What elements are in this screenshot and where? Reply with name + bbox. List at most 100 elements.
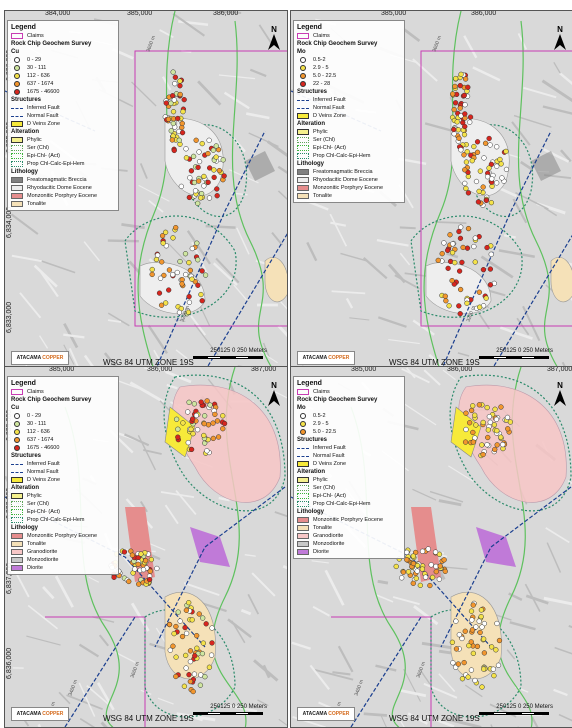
- sample-point: [437, 563, 443, 569]
- lithology-swatch: [297, 549, 309, 555]
- sample-point: [500, 441, 506, 448]
- sample-point: [199, 650, 206, 657]
- legend-label: D Veins Zone: [27, 477, 61, 483]
- class-dot: [300, 413, 306, 419]
- map-legend: Legend Claims Rock Chip Geochem Survey Mo 0.…: [293, 20, 405, 203]
- sample-point: [476, 289, 483, 295]
- legend-claims: Claims: [297, 388, 401, 396]
- sample-point: [201, 421, 207, 427]
- sample-point: [165, 116, 172, 122]
- sample-point: [405, 569, 412, 575]
- legend-survey: Rock Chip Geochem Survey: [11, 397, 92, 403]
- sample-point: [494, 442, 500, 448]
- sample-point: [179, 120, 185, 127]
- sample-point: [414, 562, 421, 569]
- terrain-shade: [10, 213, 39, 235]
- sample-point: [159, 259, 165, 265]
- north-arrow-icon: N: [553, 25, 567, 52]
- legend-class: 1675 - 46600: [11, 88, 115, 96]
- terrain-shade: [506, 649, 516, 660]
- sample-point: [182, 251, 189, 257]
- sample-point: [469, 617, 475, 623]
- terrain-shade: [543, 148, 570, 163]
- alteration-zone: [184, 124, 248, 218]
- utm-zone-label: WSG 84 UTM ZONE 19S: [389, 714, 480, 723]
- sample-point: [452, 259, 458, 266]
- legend-structure: Inferred Fault: [297, 444, 401, 452]
- sample-point: [465, 225, 472, 232]
- sample-point: [476, 618, 482, 624]
- legend-class: 2.9 - 5: [297, 64, 401, 72]
- terrain-shade: [212, 262, 238, 286]
- legend-survey: Rock Chip Geochem Survey: [297, 397, 378, 403]
- sample-point: [177, 258, 183, 265]
- terrain-shade: [236, 227, 250, 255]
- legend-label: Prop Chl-Calc-Epi-Hem: [27, 517, 85, 523]
- legend-alteration: Ser (Chl): [297, 484, 401, 492]
- sample-point: [493, 416, 500, 422]
- logo-text: COPPER: [328, 711, 350, 717]
- legend-label: Normal Fault: [313, 453, 345, 459]
- legend-class: 30 - 111: [11, 420, 115, 428]
- sample-point: [193, 137, 199, 143]
- sample-point: [175, 426, 181, 432]
- lithology-swatch: [11, 565, 23, 571]
- sample-point: [156, 290, 163, 296]
- sample-point: [160, 240, 166, 246]
- legend-alteration: Prop Chl-Calc-Epi-Hem: [11, 516, 115, 524]
- sample-point: [161, 272, 167, 279]
- lithology-swatch: [297, 169, 309, 175]
- legend-element: Mo: [297, 49, 306, 55]
- logo-text: ATACAMA: [16, 711, 42, 717]
- north-label: N: [271, 381, 277, 390]
- sample-point: [462, 180, 468, 187]
- sample-point: [210, 147, 217, 153]
- sample-point: [413, 575, 419, 582]
- sample-point: [186, 599, 192, 606]
- legend-class: 0 - 29: [11, 56, 115, 64]
- legend-label: Inferred Fault: [27, 105, 60, 111]
- sample-point: [425, 546, 431, 552]
- sample-point: [147, 568, 153, 574]
- sample-point: [484, 442, 490, 448]
- sample-point: [211, 167, 217, 173]
- sample-point: [188, 168, 195, 174]
- alteration-swatch: [11, 137, 23, 143]
- sample-point: [206, 664, 213, 670]
- sample-point: [185, 409, 191, 415]
- sample-point: [170, 120, 176, 127]
- terrain-shade: [330, 221, 347, 227]
- terrain-shade: [148, 199, 164, 213]
- sample-point: [213, 154, 219, 160]
- legend-label: Rhyodacitic Dome Eocene: [313, 177, 378, 183]
- scale-segment: [535, 712, 549, 715]
- map-panel-3: 385,000386,000387,0006,839,0006,838,0006…: [4, 366, 288, 728]
- sample-point: [480, 451, 486, 458]
- legend-lithology: Monzonitic Porphyry Eocene: [297, 516, 401, 524]
- fault-swatch: [11, 463, 23, 465]
- terrain-shade: [255, 259, 267, 265]
- terrain-shade: [542, 105, 572, 115]
- terrain-shade: [68, 347, 81, 371]
- sample-point: [173, 623, 179, 630]
- sample-point: [484, 404, 490, 411]
- terrain-shade: [511, 121, 531, 146]
- sample-point: [468, 608, 475, 614]
- terrain-shade: [107, 319, 122, 323]
- sample-point: [476, 188, 482, 195]
- terrain-shade: [407, 712, 428, 725]
- sample-point: [170, 272, 176, 278]
- sample-point: [465, 674, 471, 680]
- terrain-shade: [215, 257, 240, 284]
- terrain-shade: [508, 592, 523, 602]
- sample-point: [172, 74, 179, 80]
- scale-segment: [479, 356, 493, 359]
- sample-point: [195, 257, 201, 263]
- terrain-shade: [271, 231, 284, 246]
- legend-lithology: Tonalite: [297, 192, 401, 200]
- class-dot: [300, 65, 306, 71]
- sample-point: [507, 419, 514, 425]
- sample-point: [196, 158, 203, 165]
- sample-point: [186, 293, 192, 300]
- sample-point: [494, 428, 500, 434]
